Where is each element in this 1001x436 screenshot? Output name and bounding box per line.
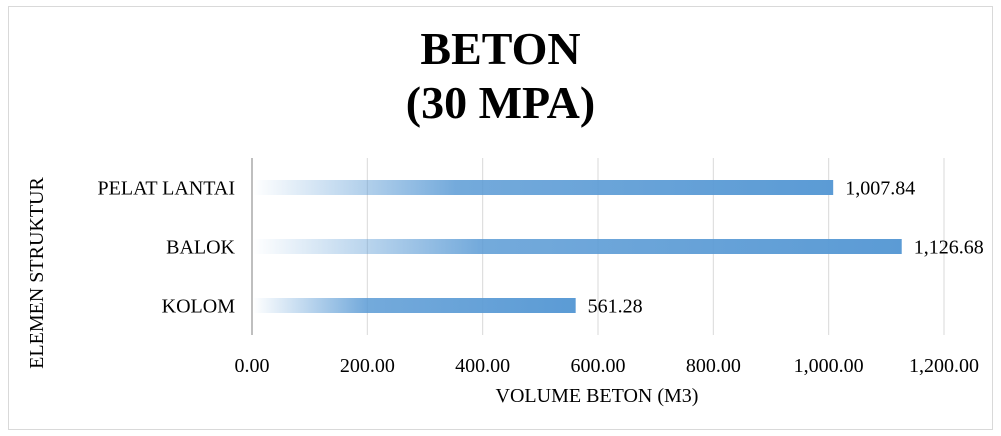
data-label: 561.28 [588, 296, 643, 318]
x-tick-label: 200.00 [340, 355, 395, 377]
category-label: KOLOM [162, 296, 236, 318]
x-tick-label: 400.00 [455, 355, 510, 377]
bar-kolom [253, 298, 576, 313]
bar-pelat-lantai [253, 180, 834, 195]
category-label: PELAT LANTAI [98, 178, 235, 200]
bar-balok [253, 239, 902, 254]
chart-title-line-1: BETON [420, 23, 581, 74]
x-tick-label: 0.00 [235, 355, 270, 377]
y-axis-label: ELEMEN STRUKTUR [26, 177, 48, 369]
x-axis-label: VOLUME BETON (M3) [496, 385, 699, 407]
x-tick-label: 800.00 [686, 355, 741, 377]
data-label: 1,007.84 [845, 178, 915, 200]
x-tick-label: 1,000.00 [794, 355, 864, 377]
chart-title-line-2: (30 MPA) [405, 77, 596, 128]
category-label: BALOK [166, 237, 235, 259]
x-tick-label: 1,200.00 [909, 355, 979, 377]
data-label: 1,126.68 [914, 237, 984, 259]
x-tick-label: 600.00 [571, 355, 626, 377]
